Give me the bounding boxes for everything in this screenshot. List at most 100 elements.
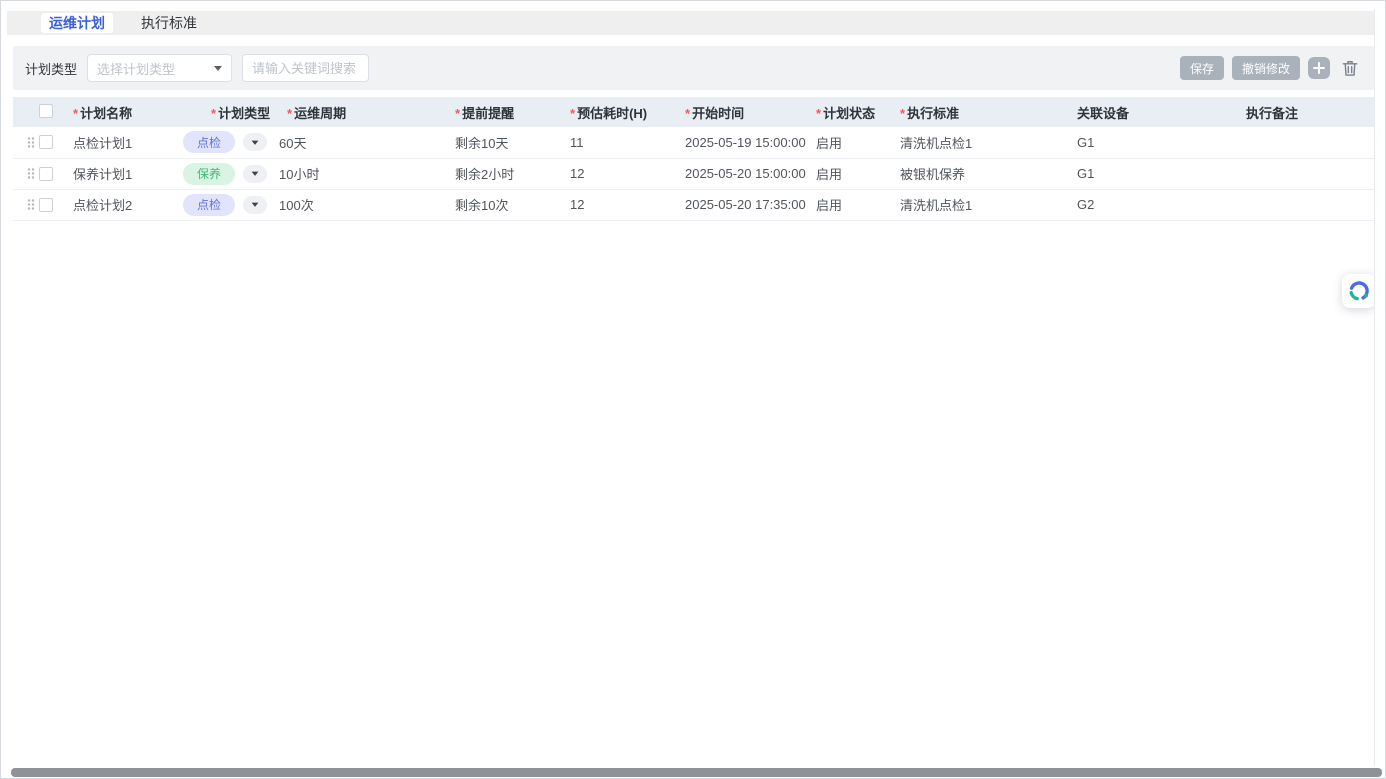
select-all-header [13, 97, 65, 127]
row-checkbox[interactable] [39, 135, 53, 150]
column-header: * 预估耗时(H) [562, 97, 677, 127]
cell-cycle[interactable]: 100次 [271, 189, 447, 221]
cell-plan-name[interactable]: 点检计划2 [65, 189, 175, 221]
required-asterisk: * [570, 105, 576, 121]
table-row: 点检计划2 点检 100次 剩余10次 12 2025-05-20 17:35:00 启用清… [13, 189, 1374, 221]
toolbar-actions: 保存 撤销修改 [1179, 56, 1362, 80]
plan-type-dropdown-button[interactable] [243, 164, 267, 183]
column-header-label: 计划状态 [823, 105, 876, 121]
cell-device[interactable]: G1 [1069, 127, 1238, 159]
cell-start-time[interactable]: 2025-05-20 15:00:00 [677, 158, 808, 190]
undo-changes-button[interactable]: 撤销修改 [1231, 56, 1300, 80]
column-header-label: 提前提醒 [462, 105, 515, 121]
column-header-label: 计划名称 [80, 105, 133, 121]
refresh-icon [1349, 281, 1369, 301]
column-header-label: 预估耗时(H) [577, 105, 648, 121]
required-asterisk: * [73, 105, 79, 121]
column-header-label: 运维周期 [294, 105, 347, 121]
cell-status[interactable]: 启用 [808, 127, 892, 159]
cell-standard[interactable]: 清洗机点检1 [892, 127, 1069, 159]
chevron-down-icon [214, 65, 223, 75]
drag-handle-icon[interactable] [26, 165, 36, 182]
column-header-label: 开始时间 [692, 105, 745, 121]
plan-type-dropdown-button[interactable] [243, 195, 267, 214]
horizontal-scrollbar-thumb[interactable] [11, 768, 1382, 777]
delete-button[interactable] [1338, 58, 1362, 78]
select-all-checkbox[interactable] [39, 103, 53, 118]
required-asterisk: * [900, 105, 906, 121]
cell-standard[interactable]: 被银机保养 [892, 158, 1069, 190]
keyword-search-input[interactable] [242, 54, 370, 82]
cell-reminder[interactable]: 剩余10次 [447, 189, 562, 221]
cell-reminder[interactable]: 剩余10天 [447, 127, 562, 159]
required-asterisk: * [287, 105, 293, 121]
tab-operation-plan[interactable]: 运维计划 [41, 13, 113, 33]
column-header: 执行备注 [1238, 97, 1374, 127]
column-header: 关联设备 [1069, 97, 1238, 127]
cell-start-time[interactable]: 2025-05-20 17:35:00 [677, 189, 808, 221]
row-checkbox[interactable] [39, 197, 53, 212]
cell-plan-type: 保养 [175, 158, 271, 190]
cell-cycle[interactable]: 10小时 [271, 158, 447, 190]
plan-type-select-placeholder: 选择计划类型 [97, 61, 176, 77]
cell-plan-name[interactable]: 点检计划1 [65, 127, 175, 159]
column-header-label: 关联设备 [1077, 105, 1130, 121]
cell-start-time[interactable]: 2025-05-19 15:00:00 [677, 127, 808, 159]
row-select-cell [13, 158, 65, 190]
column-header-label: 执行标准 [907, 105, 960, 121]
plans-table: * 计划名称 * 计划类型 * 运维周期 * 提前提醒 * 预估耗时(H) * 开始时间 * 计划状态 * 执… [13, 97, 1374, 761]
refresh-button[interactable] [1342, 274, 1376, 308]
cell-plan-type: 点检 [175, 127, 271, 159]
plan-type-filter-label: 计划类型 [25, 61, 78, 77]
toolbar: 计划类型 选择计划类型 保存 撤销修改 [13, 46, 1374, 90]
cell-remark[interactable] [1238, 158, 1374, 190]
plan-type-badge[interactable]: 保养 [183, 162, 235, 185]
required-asterisk: * [455, 105, 461, 121]
cell-reminder[interactable]: 剩余2小时 [447, 158, 562, 190]
plan-type-select[interactable]: 选择计划类型 [87, 54, 233, 82]
cell-estimated-hours[interactable]: 12 [562, 189, 677, 221]
required-asterisk: * [685, 105, 691, 121]
vertical-scrollbar-track [1374, 9, 1384, 766]
column-header: * 提前提醒 [447, 97, 562, 127]
cell-remark[interactable] [1238, 189, 1374, 221]
column-header-label: 计划类型 [218, 105, 271, 121]
chevron-down-icon [251, 171, 259, 180]
plan-type-dropdown-button[interactable] [243, 133, 267, 152]
column-header: * 开始时间 [677, 97, 808, 127]
column-header-label: 执行备注 [1246, 105, 1299, 121]
cell-plan-name[interactable]: 保养计划1 [65, 158, 175, 190]
cell-device[interactable]: G2 [1069, 189, 1238, 221]
table-header-row: * 计划名称 * 计划类型 * 运维周期 * 提前提醒 * 预估耗时(H) * 开始时间 * 计划状态 * 执… [13, 97, 1374, 127]
drag-handle-icon[interactable] [26, 196, 36, 213]
cell-device[interactable]: G1 [1069, 158, 1238, 190]
column-header: * 运维周期 [271, 97, 447, 127]
column-header: * 计划状态 [808, 97, 892, 127]
row-select-cell [13, 127, 65, 159]
required-asterisk: * [816, 105, 822, 121]
chevron-down-icon [251, 202, 259, 211]
row-checkbox[interactable] [39, 166, 53, 181]
cell-estimated-hours[interactable]: 12 [562, 158, 677, 190]
tab-execution-standard[interactable]: 执行标准 [141, 15, 197, 31]
cell-standard[interactable]: 清洗机点检1 [892, 189, 1069, 221]
row-select-cell [13, 189, 65, 221]
drag-handle-icon[interactable] [26, 134, 36, 151]
table-row: 保养计划1 保养 10小时 剩余2小时 12 2025-05-20 15:00:00 启用被… [13, 158, 1374, 190]
plan-type-badge[interactable]: 点检 [183, 131, 235, 154]
cell-remark[interactable] [1238, 127, 1374, 159]
required-asterisk: * [211, 105, 217, 121]
cell-status[interactable]: 启用 [808, 158, 892, 190]
column-header: * 计划类型 [175, 97, 271, 127]
save-button[interactable]: 保存 [1179, 56, 1224, 80]
add-row-button[interactable] [1308, 57, 1330, 79]
table-row: 点检计划1 点检 60天 剩余10天 11 2025-05-19 15:00:00 启用 清洗… [13, 127, 1374, 159]
cell-plan-type: 点检 [175, 189, 271, 221]
column-header: * 执行标准 [892, 97, 1069, 127]
cell-estimated-hours[interactable]: 11 [562, 127, 677, 159]
plan-type-badge[interactable]: 点检 [183, 193, 235, 216]
cell-cycle[interactable]: 60天 [271, 127, 447, 159]
column-header: * 计划名称 [65, 97, 175, 127]
cell-status[interactable]: 启用 [808, 189, 892, 221]
